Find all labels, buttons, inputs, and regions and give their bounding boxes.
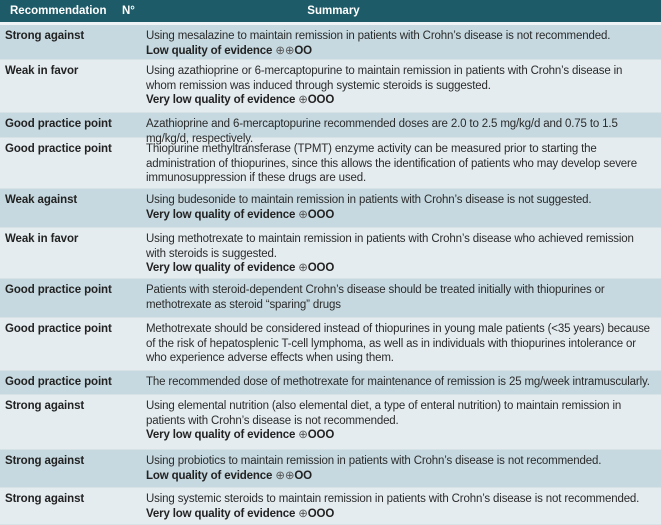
evidence-quality-label: Low quality of evidence: [146, 469, 273, 482]
summary-cell: Methotrexate should be considered instea…: [146, 318, 661, 370]
evidence-quality: Very low quality of evidence ⊕OOO: [146, 208, 655, 223]
recommendation-strength: Good practice point: [5, 118, 112, 130]
evidence-quality-label: Very low quality of evidence: [146, 262, 296, 274]
header-summary: Summary: [307, 5, 360, 17]
evidence-quality-label: Very low quality of evidence: [146, 208, 296, 221]
summary-cell: Using systemic steroids to maintain remi…: [146, 488, 661, 524]
recommendation-strength: Good practice point: [5, 376, 112, 388]
header-recommendation: Recommendation: [10, 5, 107, 17]
summary-text: Using mesalazine to maintain remission i…: [146, 30, 611, 42]
summary-cell: Using azathioprine or 6-mercaptopurine t…: [146, 60, 661, 112]
evidence-quality: Low quality of evidence ⊕⊕OO: [146, 44, 655, 59]
evidence-filled-circles-icon: ⊕: [298, 507, 308, 520]
summary-text: Methotrexate should be considered instea…: [146, 323, 650, 364]
evidence-quality: Very low quality of evidence ⊕OOO: [146, 428, 655, 443]
table-row: Strong against Using systemic steroids to…: [0, 488, 661, 525]
evidence-empty-circles-icon: OOO: [307, 429, 335, 441]
table-row: Weak in favor Using azathioprine or 6-mer…: [0, 60, 661, 113]
evidence-empty-circles-icon: OOO: [307, 507, 335, 520]
recommendation-strength: Strong against: [5, 455, 85, 467]
table-row: Good practice point Azathioprine and 6-me…: [0, 113, 661, 145]
summary-cell: Using probiotics to maintain remission i…: [146, 450, 661, 487]
evidence-filled-circles-icon: ⊕: [298, 262, 308, 274]
evidence-empty-circles-icon: OOO: [307, 208, 335, 221]
summary-text: Azathioprine and 6-mercaptopurine recomm…: [146, 118, 618, 145]
summary-text: Using elemental nutrition (also elementa…: [146, 400, 622, 427]
table-row: Weak against Using budesonide to maintain…: [0, 189, 661, 228]
summary-text: Using systemic steroids to maintain remi…: [146, 493, 640, 505]
evidence-quality: Very low quality of evidence ⊕OOO: [146, 507, 655, 522]
summary-text: The recommended dose of methotrexate for…: [146, 376, 650, 388]
summary-text: Thiopurine methyltransferase (TPMT) enzy…: [146, 143, 637, 184]
recommendation-strength: Weak in favor: [5, 233, 79, 245]
evidence-quality-label: Very low quality of evidence: [146, 94, 296, 106]
evidence-empty-circles-icon: OOO: [307, 94, 335, 106]
table-row: Weak in favor Using methotrexate to maint…: [0, 228, 661, 279]
summary-text: Using methotrexate to maintain remission…: [146, 233, 634, 260]
recommendation-strength: Weak against: [5, 194, 78, 206]
evidence-quality: Low quality of evidence ⊕⊕OO: [146, 469, 655, 484]
evidence-filled-circles-icon: ⊕: [298, 94, 308, 106]
evidence-quality-label: Low quality of evidence: [146, 44, 273, 57]
table-header: Recommendation N° Summary: [0, 0, 661, 25]
table-row: Strong against Using elemental nutrition …: [0, 395, 661, 450]
evidence-quality-label: Very low quality of evidence: [146, 429, 296, 441]
summary-cell: Thiopurine methyltransferase (TPMT) enzy…: [146, 138, 661, 188]
summary-text: Using probiotics to maintain remission i…: [146, 455, 602, 467]
evidence-filled-circles-icon: ⊕⊕: [275, 44, 295, 57]
summary-cell: Azathioprine and 6-mercaptopurine recomm…: [146, 113, 661, 145]
header-number: N°: [122, 5, 135, 17]
summary-text: Patients with steroid-dependent Crohn’s …: [146, 284, 605, 311]
table-row: Good practice point Thiopurine methyltran…: [0, 138, 661, 189]
evidence-empty-circles-icon: OOO: [307, 262, 335, 274]
evidence-empty-circles-icon: OO: [294, 469, 312, 482]
recommendation-strength: Good practice point: [5, 284, 112, 296]
table-row: Good practice point Methotrexate should b…: [0, 318, 661, 371]
summary-cell: Using budesonide to maintain remission i…: [146, 189, 661, 227]
evidence-quality: Very low quality of evidence ⊕OOO: [146, 93, 655, 108]
evidence-filled-circles-icon: ⊕⊕: [275, 469, 295, 482]
table-row: Strong against Using mesalazine to mainta…: [0, 25, 661, 60]
summary-cell: Patients with steroid-dependent Crohn’s …: [146, 279, 661, 317]
evidence-quality: Very low quality of evidence ⊕OOO: [146, 261, 655, 276]
table-body: Strong against Using mesalazine to mainta…: [0, 25, 661, 525]
recommendation-strength: Good practice point: [5, 143, 112, 155]
recommendation-strength: Weak in favor: [5, 65, 79, 77]
summary-cell: The recommended dose of methotrexate for…: [146, 371, 661, 394]
summary-text: Using azathioprine or 6-mercaptopurine t…: [146, 65, 623, 92]
summary-cell: Using methotrexate to maintain remission…: [146, 228, 661, 278]
evidence-filled-circles-icon: ⊕: [298, 208, 308, 221]
evidence-filled-circles-icon: ⊕: [298, 429, 308, 441]
summary-cell: Using mesalazine to maintain remission i…: [146, 25, 661, 59]
recommendation-strength: Good practice point: [5, 323, 112, 335]
evidence-quality-label: Very low quality of evidence: [146, 507, 296, 520]
recommendation-strength: Strong against: [5, 493, 85, 505]
table-row: Strong against Using probiotics to mainta…: [0, 450, 661, 488]
summary-cell: Using elemental nutrition (also elementa…: [146, 395, 661, 449]
summary-text: Using budesonide to maintain remission i…: [146, 194, 592, 206]
recommendation-strength: Strong against: [5, 30, 85, 42]
table-row: Good practice point Patients with steroid…: [0, 279, 661, 318]
recommendation-strength: Strong against: [5, 400, 85, 412]
table-row: Good practice point The recommended dose …: [0, 371, 661, 395]
evidence-empty-circles-icon: OO: [294, 44, 312, 57]
